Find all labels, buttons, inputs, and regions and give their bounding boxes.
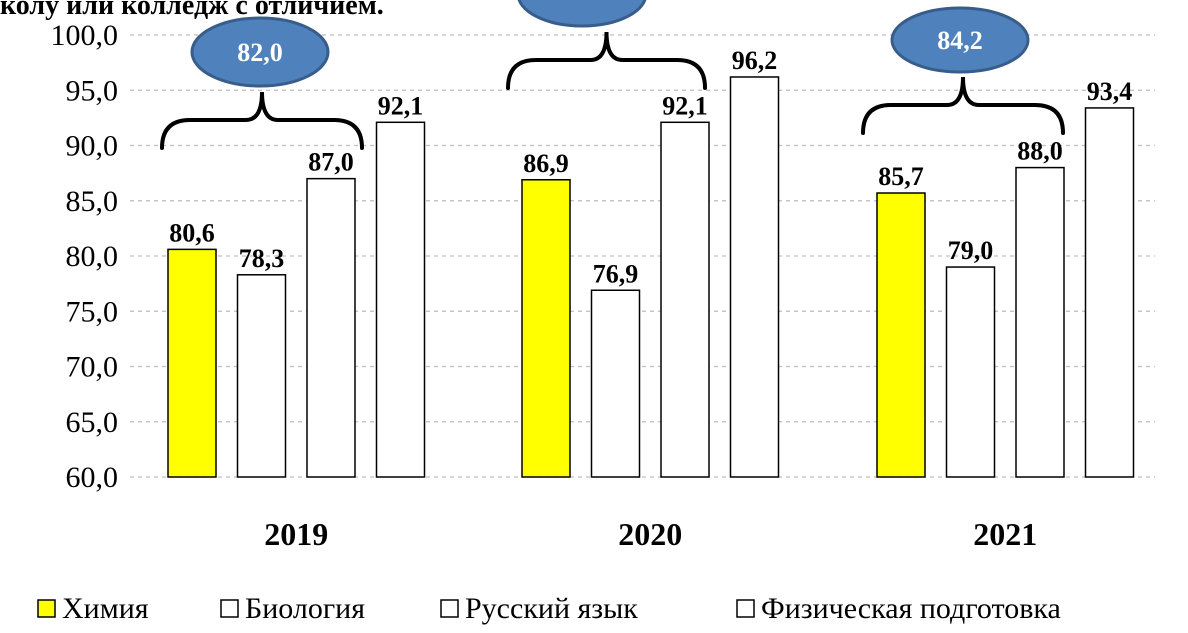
bar-value-label: 80,6	[169, 218, 215, 247]
bar-value-label: 85,7	[878, 162, 924, 191]
y-tick-label: 65,0	[66, 406, 119, 439]
y-tick-label: 90,0	[66, 130, 119, 163]
y-axis: 60,0 65,0 70,0 75,0 80,0 85,0 90,0 95,0 100,0	[51, 19, 119, 494]
bar-2020-1	[521, 179, 571, 478]
x-tick-label: 2020	[618, 516, 682, 552]
bar-value-label: 93,4	[1087, 77, 1133, 106]
bars	[167, 76, 1135, 478]
bar-value-label: 79,0	[948, 236, 994, 265]
bar-2020-4	[729, 76, 780, 478]
bar-2021-4	[1084, 107, 1135, 478]
legend-entry: Русский язык	[465, 592, 638, 625]
bar-value-label: 86,9	[523, 149, 569, 178]
y-tick-label: 100,0	[51, 19, 119, 52]
bar-2019-2	[236, 274, 287, 478]
bar-2021-1	[876, 192, 926, 478]
bar-value-label: 92,1	[662, 91, 708, 120]
bar-value-label: 78,3	[239, 244, 285, 273]
bar-value-label: 88,0	[1017, 137, 1063, 166]
legend-entry: Биология	[245, 592, 365, 625]
x-tick-label: 2021	[973, 516, 1037, 552]
average-callout-label: 84,2	[937, 26, 983, 55]
group-brace	[506, 31, 707, 90]
bar-2020-3	[660, 121, 710, 478]
average-callout-2019	[190, 16, 330, 88]
y-tick-label: 80,0	[66, 240, 119, 273]
legend-entry: Физическая подготовка	[761, 592, 1061, 625]
legend-swatch	[440, 599, 459, 618]
bar-value-label: 92,1	[378, 91, 424, 120]
legend-entry: Химия	[62, 592, 149, 625]
group-brace	[160, 91, 364, 150]
bar-value-labels: 80,6 78,3 87,0 92,1 86,9 76,9 92,1 96,2 85,7 79,0…	[169, 46, 1132, 288]
header-text-fragment: колу или колледж с отличием.	[0, 0, 384, 21]
bar-2021-3	[1015, 166, 1065, 478]
bar-2021-2	[945, 266, 996, 478]
x-tick-label: 2019	[264, 516, 328, 552]
bar-2019-1	[167, 248, 217, 478]
bar-value-label: 87,0	[308, 148, 354, 177]
bar-value-label: 96,2	[732, 46, 778, 75]
group-brace	[861, 76, 1065, 135]
y-tick-label: 70,0	[66, 351, 119, 384]
bar-value-label: 76,9	[593, 259, 639, 288]
average-callout-2020	[517, 0, 647, 28]
legend-swatch	[37, 599, 56, 618]
average-callout-label: 82,0	[237, 38, 283, 67]
average-callouts: 82,0 84,2	[190, 0, 1030, 88]
average-callout-2021	[890, 6, 1030, 74]
group-braces	[160, 31, 1065, 150]
y-tick-label: 75,0	[66, 295, 119, 328]
bar-2019-4	[375, 121, 426, 478]
legend: Химия Биология Русский язык Физическая подг…	[37, 592, 1061, 625]
y-tick-label: 95,0	[66, 74, 119, 107]
bar-2019-3	[306, 177, 356, 478]
x-axis: 2019 2020 2021	[264, 516, 1037, 552]
legend-swatch	[736, 599, 755, 618]
y-tick-label: 60,0	[66, 461, 119, 494]
legend-swatch	[220, 599, 239, 618]
y-tick-label: 85,0	[66, 185, 119, 218]
bar-2020-2	[590, 289, 641, 478]
